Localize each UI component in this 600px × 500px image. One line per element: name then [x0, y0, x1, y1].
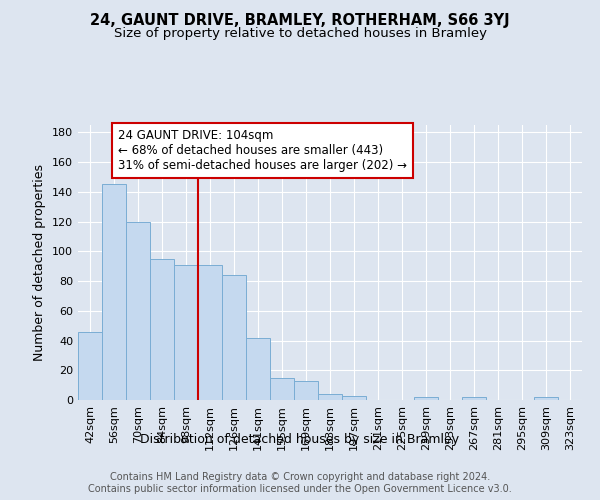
Bar	[414, 397, 438, 400]
Text: Contains HM Land Registry data © Crown copyright and database right 2024.
Contai: Contains HM Land Registry data © Crown c…	[88, 472, 512, 494]
Bar	[246, 338, 270, 400]
Bar	[78, 332, 102, 400]
Bar	[102, 184, 126, 400]
Text: Size of property relative to detached houses in Bramley: Size of property relative to detached ho…	[113, 28, 487, 40]
Bar	[318, 394, 342, 400]
Bar	[462, 397, 486, 400]
Text: Distribution of detached houses by size in Bramley: Distribution of detached houses by size …	[140, 432, 460, 446]
Bar	[198, 264, 222, 400]
Bar	[150, 259, 174, 400]
Bar	[126, 222, 150, 400]
Bar	[534, 397, 558, 400]
Text: 24 GAUNT DRIVE: 104sqm
← 68% of detached houses are smaller (443)
31% of semi-de: 24 GAUNT DRIVE: 104sqm ← 68% of detached…	[118, 129, 407, 172]
Bar	[294, 380, 318, 400]
Y-axis label: Number of detached properties: Number of detached properties	[34, 164, 46, 361]
Bar	[174, 264, 198, 400]
Text: 24, GAUNT DRIVE, BRAMLEY, ROTHERHAM, S66 3YJ: 24, GAUNT DRIVE, BRAMLEY, ROTHERHAM, S66…	[90, 12, 510, 28]
Bar	[270, 378, 294, 400]
Bar	[222, 275, 246, 400]
Bar	[342, 396, 366, 400]
